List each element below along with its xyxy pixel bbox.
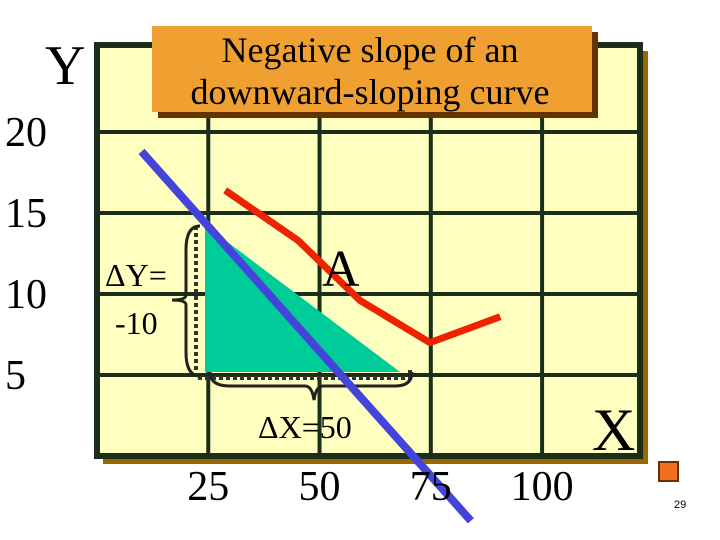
dotted-frame: [194, 226, 412, 380]
annotation: A: [322, 241, 360, 298]
bullet: [658, 461, 679, 482]
y-tick-label: 5: [5, 353, 26, 399]
annotation: -10: [115, 305, 158, 341]
annotation: ΔX=50: [258, 409, 352, 445]
x-tick-label: 50: [299, 464, 341, 510]
brace-x: [208, 371, 414, 401]
title-box: [152, 26, 592, 112]
title-1: Negative slope of an: [222, 30, 519, 70]
y-label: Y: [45, 35, 85, 97]
x-tick-label: 100: [511, 464, 574, 510]
y-tick-label: 10: [5, 272, 47, 318]
brace-y: [171, 224, 201, 378]
y-tick-label: 15: [5, 191, 47, 237]
x-label: X: [592, 397, 635, 463]
page-number: 29: [674, 499, 686, 511]
title-2: downward-sloping curve: [191, 72, 550, 112]
x-tick-label: 25: [187, 464, 229, 510]
y-tick-label: 20: [5, 110, 47, 156]
x-tick-label: 75: [410, 464, 452, 510]
triangle: [205, 225, 400, 372]
series-line: [223, 187, 502, 347]
series-line: [138, 148, 474, 524]
lines: [138, 148, 502, 524]
annotation: ΔY=: [105, 257, 167, 293]
